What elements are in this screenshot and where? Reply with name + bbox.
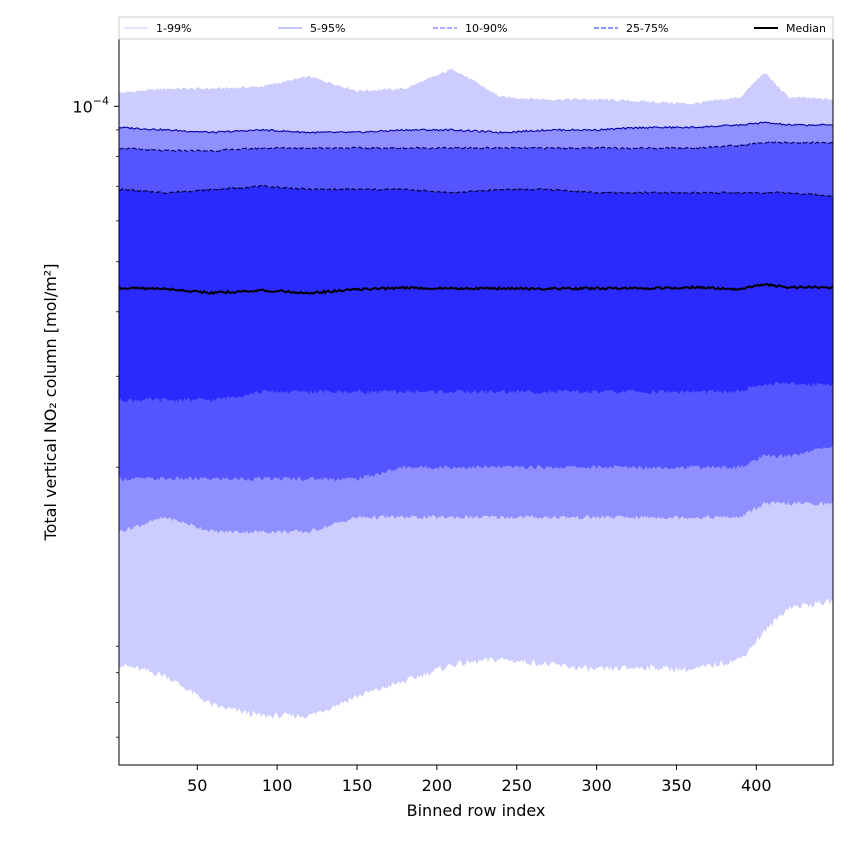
band-upper-line-1-99% <box>119 68 833 106</box>
x-tick-label-150: 150 <box>342 776 373 795</box>
x-tick-label-100: 100 <box>262 776 293 795</box>
x-tick-label-50: 50 <box>187 776 207 795</box>
y-axis-label: Total vertical NO₂ column [mol/m²] <box>41 264 60 542</box>
legend-label-Median: Median <box>786 22 826 35</box>
x-tick-label-350: 350 <box>661 776 692 795</box>
x-tick-label-300: 300 <box>581 776 612 795</box>
lines-layer <box>119 68 833 296</box>
y-axis: 10−4 <box>72 94 119 738</box>
legend-box <box>118 16 834 40</box>
band-upper-line-10-90% <box>119 141 833 153</box>
band-area-25-75% <box>119 185 833 403</box>
y-tick-label: 10−4 <box>72 94 109 116</box>
legend-label-1-99%: 1-99% <box>156 22 191 35</box>
x-tick-label-250: 250 <box>501 776 532 795</box>
bands-layer <box>119 68 833 720</box>
x-tick-label-400: 400 <box>741 776 772 795</box>
legend-label-10-90%: 10-90% <box>465 22 507 35</box>
legend-label-5-95%: 5-95% <box>310 22 345 35</box>
band-upper-line-25-75% <box>119 184 833 198</box>
x-axis-label: Binned row index <box>407 801 546 820</box>
median-line <box>119 282 833 296</box>
legend: 1-99% 5-95% 10-90% 25-75% Median <box>118 16 834 40</box>
x-tick-label-200: 200 <box>422 776 453 795</box>
x-axis: 50 100 150 200 250 300 350 400 <box>187 765 772 795</box>
legend-label-25-75%: 25-75% <box>626 22 668 35</box>
band-upper-line-5-95% <box>119 121 833 134</box>
